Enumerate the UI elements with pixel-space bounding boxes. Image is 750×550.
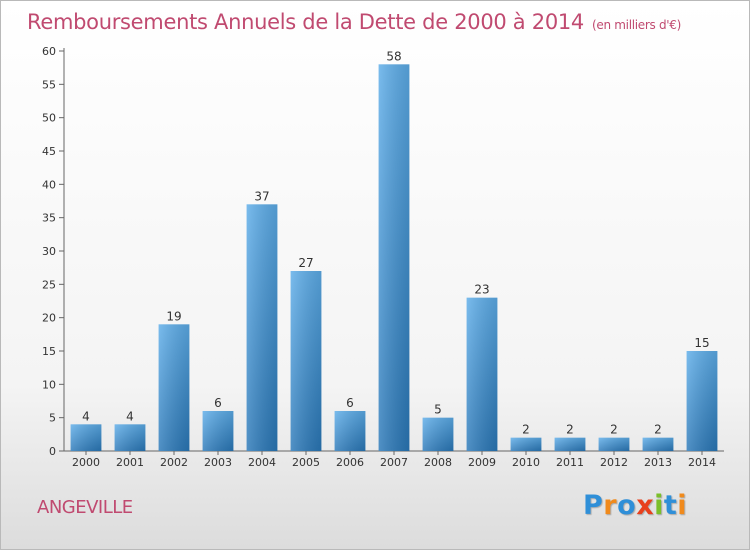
bar-shade-2000 [70, 424, 102, 451]
value-label-2001: 4 [126, 409, 134, 423]
value-label-2003: 6 [214, 396, 222, 410]
x-tick-label-2002: 2002 [160, 456, 188, 469]
logo-letter: t [663, 490, 678, 521]
y-tick-label: 50 [42, 112, 56, 125]
y-tick-label: 10 [42, 378, 56, 391]
bar-shade-2010 [510, 437, 542, 451]
value-label-2010: 2 [522, 423, 530, 437]
bar-shade-2012 [598, 437, 630, 451]
value-label-2004: 37 [254, 189, 269, 203]
x-tick-label-2013: 2013 [644, 456, 672, 469]
y-tick-label: 40 [42, 178, 56, 191]
x-tick-label-2008: 2008 [424, 456, 452, 469]
bar-shade-2002 [158, 324, 190, 451]
logo-letter: r [603, 490, 618, 521]
title-unit: (en milliers d'€) [592, 18, 682, 32]
x-tick-label-2014: 2014 [688, 456, 716, 469]
y-tick-label: 60 [42, 45, 56, 58]
bar-shade-2008 [422, 417, 454, 451]
x-tick-label-2010: 2010 [512, 456, 540, 469]
bar-shade-2005 [290, 271, 322, 451]
title-text: Remboursements Annuels de la Dette de 20… [27, 10, 584, 34]
bar-shade-2011 [554, 437, 586, 451]
bar-shade-2009 [466, 297, 498, 451]
proxiti-logo: Proxiti [583, 490, 687, 521]
city-name: ANGEVILLE [37, 497, 133, 518]
y-tick-label: 30 [42, 245, 56, 258]
value-label-2013: 2 [654, 423, 662, 437]
y-tick-label: 20 [42, 312, 56, 325]
bar-shade-2006 [334, 411, 366, 451]
y-tick-label: 15 [42, 345, 56, 358]
bar-shade-2013 [642, 437, 674, 451]
chart-title: Remboursements Annuels de la Dette de 20… [27, 10, 681, 34]
x-tick-label-2005: 2005 [292, 456, 320, 469]
x-tick-label-2007: 2007 [380, 456, 408, 469]
value-label-2011: 2 [566, 423, 574, 437]
value-label-2014: 15 [694, 336, 709, 350]
x-tick-label-2006: 2006 [336, 456, 364, 469]
value-label-2009: 23 [474, 283, 489, 297]
value-label-2002: 19 [166, 309, 181, 323]
logo-letter: o [617, 490, 637, 521]
bar-shade-2007 [378, 64, 410, 452]
value-label-2005: 27 [298, 256, 313, 270]
y-tick-label: 35 [42, 212, 56, 225]
bar-shade-2014 [686, 351, 718, 451]
x-tick-label-2004: 2004 [248, 456, 276, 469]
value-label-2008: 5 [434, 403, 442, 417]
y-tick-label: 25 [42, 278, 56, 291]
logo-letter: i [654, 490, 664, 521]
bar-shade-2004 [246, 204, 278, 451]
x-tick-label-2009: 2009 [468, 456, 496, 469]
y-tick-label: 5 [49, 412, 56, 425]
bar-shade-2001 [114, 424, 146, 451]
bar-shade-2003 [202, 411, 234, 451]
x-tick-label-2012: 2012 [600, 456, 628, 469]
bars: 4 4 19 6 37 27 6 58 5 23 2 2 2 2 15 [70, 49, 718, 452]
y-tick-label: 45 [42, 145, 56, 158]
logo-letter: P [583, 490, 604, 521]
value-label-2006: 6 [346, 396, 354, 410]
x-tick-label-2011: 2011 [556, 456, 584, 469]
value-label-2012: 2 [610, 423, 618, 437]
x-tick-label-2001: 2001 [116, 456, 144, 469]
logo-letter: i [677, 490, 688, 521]
value-label-2007: 58 [386, 49, 401, 63]
x-tick-label-2000: 2000 [72, 456, 100, 469]
x-tick-label-2003: 2003 [204, 456, 232, 469]
y-tick-label: 0 [49, 445, 56, 458]
value-label-2000: 4 [82, 409, 90, 423]
logo-letter: x [636, 490, 655, 521]
y-tick-label: 55 [42, 78, 56, 91]
